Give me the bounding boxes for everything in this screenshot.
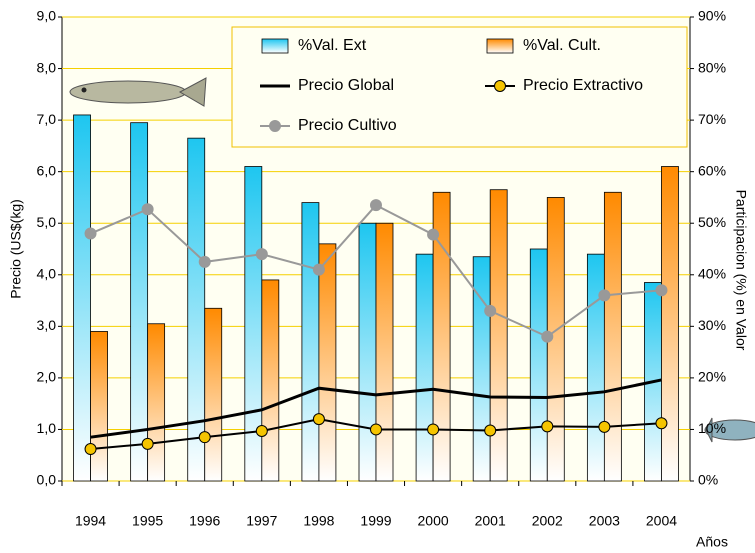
legend-swatch xyxy=(486,38,514,54)
y-tick-label: 7,0 xyxy=(37,111,57,127)
bar xyxy=(73,114,91,482)
point xyxy=(312,413,325,426)
bar xyxy=(90,331,108,482)
x-tick-label: 1995 xyxy=(132,513,163,529)
fish-icon xyxy=(69,77,207,107)
x-axis-title: Años xyxy=(696,534,728,550)
point xyxy=(141,203,154,216)
bar xyxy=(318,243,337,482)
bar xyxy=(130,122,149,482)
point xyxy=(84,443,97,456)
point xyxy=(598,289,611,302)
legend-marker xyxy=(269,120,281,132)
point xyxy=(255,248,268,261)
y-tick-label: 0,0 xyxy=(37,472,57,488)
x-tick-label: 2002 xyxy=(532,513,563,529)
y-tick-label: 9,0 xyxy=(37,8,57,24)
y2-tick-label: 10% xyxy=(698,420,726,436)
y2-tick-label: 30% xyxy=(698,317,726,333)
y2-tick-label: 70% xyxy=(698,111,726,127)
y-tick-label: 3,0 xyxy=(37,317,57,333)
y2-tick-label: 40% xyxy=(698,265,726,281)
x-tick-label: 1994 xyxy=(75,513,106,529)
x-tick-label: 1999 xyxy=(360,513,391,529)
bar xyxy=(603,191,622,482)
bar xyxy=(187,137,206,482)
fish-icon xyxy=(704,417,755,443)
y2-tick-label: 20% xyxy=(698,369,726,385)
bar xyxy=(432,191,451,482)
y2-tick-label: 50% xyxy=(698,214,726,230)
point xyxy=(84,227,97,240)
x-tick-label: 2001 xyxy=(475,513,506,529)
point xyxy=(655,284,668,297)
y2-tick-label: 0% xyxy=(698,472,718,488)
bar xyxy=(375,222,394,482)
y2-tick-label: 60% xyxy=(698,162,726,178)
x-tick-label: 2000 xyxy=(418,513,449,529)
x-tick-label: 1998 xyxy=(303,513,334,529)
y-tick-label: 5,0 xyxy=(37,214,57,230)
bar xyxy=(147,323,166,482)
bar xyxy=(204,307,223,482)
point xyxy=(484,304,497,317)
point xyxy=(655,417,668,430)
legend-label: Precio Cultivo xyxy=(298,117,397,134)
y-axis-title: Precio (US$(kg) xyxy=(8,199,24,299)
bar xyxy=(301,202,320,482)
point xyxy=(598,420,611,433)
point xyxy=(541,420,554,433)
bar xyxy=(529,248,548,482)
point xyxy=(141,437,154,450)
bar xyxy=(586,253,605,482)
bar xyxy=(261,279,280,482)
bar xyxy=(358,222,377,482)
point xyxy=(427,423,440,436)
point xyxy=(370,199,382,212)
x-tick-label: 1997 xyxy=(246,513,277,529)
legend-label: %Val. Cult. xyxy=(523,37,601,54)
bar xyxy=(415,253,434,482)
legend-swatch xyxy=(261,38,289,54)
legend-label: Precio Global xyxy=(298,77,394,94)
point xyxy=(541,330,554,343)
y2-tick-label: 90% xyxy=(698,8,726,24)
legend-label: Precio Extractivo xyxy=(523,77,643,94)
y-tick-label: 2,0 xyxy=(37,369,57,385)
point xyxy=(370,423,382,436)
y-tick-label: 1,0 xyxy=(37,420,57,436)
y-tick-label: 4,0 xyxy=(37,265,57,281)
point xyxy=(255,424,268,437)
bar xyxy=(661,166,679,482)
x-tick-label: 2004 xyxy=(646,513,677,529)
point xyxy=(198,255,211,268)
y-tick-label: 6,0 xyxy=(37,162,57,178)
bar xyxy=(489,189,508,482)
point xyxy=(312,263,325,276)
y2-tick-label: 80% xyxy=(698,59,726,75)
point xyxy=(484,424,497,437)
line xyxy=(90,378,662,439)
y-tick-label: 8,0 xyxy=(37,59,57,75)
y2-axis-title: Participacion (%) en Valor xyxy=(733,190,749,351)
point xyxy=(427,228,440,241)
legend-label: %Val. Ext xyxy=(298,37,367,54)
point xyxy=(198,431,211,444)
legend-box xyxy=(231,26,688,148)
legend-marker xyxy=(494,80,506,92)
x-tick-label: 1996 xyxy=(189,513,220,529)
x-tick-label: 2003 xyxy=(589,513,620,529)
